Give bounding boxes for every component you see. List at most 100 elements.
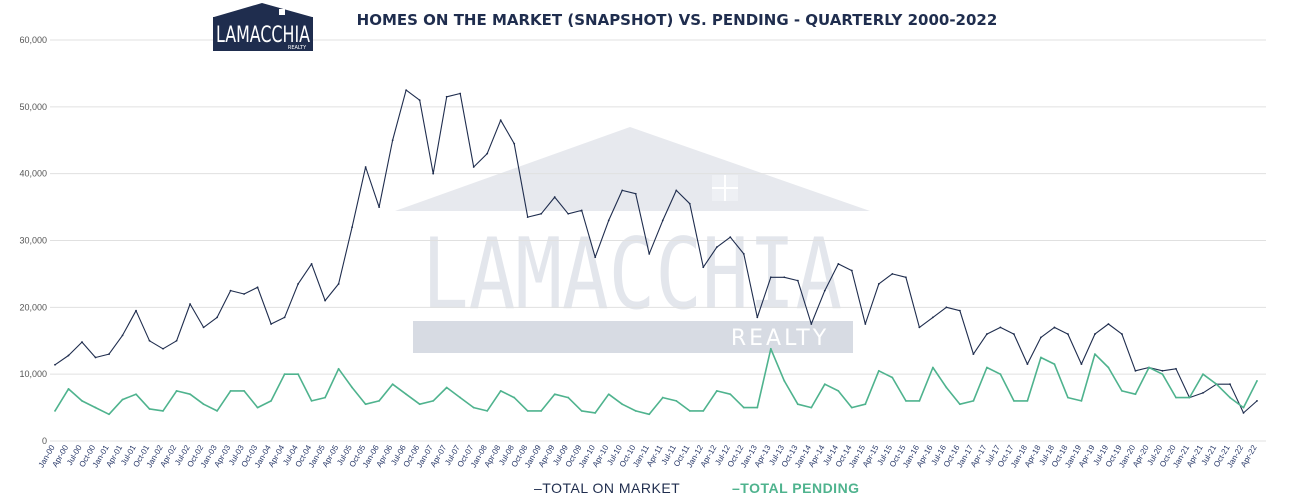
data-point xyxy=(837,389,840,392)
y-tick-label: 40,000 xyxy=(19,169,47,179)
data-point xyxy=(688,202,691,205)
data-point xyxy=(486,410,489,412)
data-point xyxy=(661,219,664,222)
data-point xyxy=(148,408,151,410)
data-point xyxy=(405,393,408,396)
watermark-realty-box xyxy=(413,321,853,353)
data-point xyxy=(499,119,502,122)
data-point xyxy=(162,410,164,412)
data-point xyxy=(1202,373,1204,376)
data-point xyxy=(121,398,124,401)
data-point xyxy=(1148,366,1150,369)
data-point xyxy=(472,406,475,409)
legend-total-on-market: –TOTAL ON MARKET xyxy=(534,480,680,496)
data-point xyxy=(580,410,583,412)
data-point xyxy=(648,252,651,255)
data-point xyxy=(1188,396,1191,399)
data-point xyxy=(756,406,759,409)
logo-text: LAMACCHIA xyxy=(216,23,310,48)
series-group xyxy=(54,89,1258,416)
data-point xyxy=(864,403,867,406)
data-point xyxy=(526,216,529,219)
data-point xyxy=(972,353,975,356)
data-point xyxy=(378,400,381,402)
data-point xyxy=(337,367,340,370)
data-point xyxy=(256,286,259,289)
data-point xyxy=(1242,412,1245,414)
data-point xyxy=(189,303,191,305)
data-point xyxy=(877,283,880,285)
data-point xyxy=(243,293,245,295)
data-point xyxy=(1040,356,1042,359)
data-point xyxy=(891,273,894,275)
data-point xyxy=(594,256,597,259)
data-point xyxy=(756,316,759,319)
data-point xyxy=(135,393,137,396)
data-point xyxy=(958,309,961,312)
data-point xyxy=(162,347,164,350)
data-point xyxy=(297,373,300,376)
data-point xyxy=(1242,406,1245,409)
legend-total-pending: –TOTAL PENDING xyxy=(732,480,860,496)
data-point xyxy=(67,387,70,390)
watermark-text: LAMACCHIA xyxy=(422,218,842,332)
data-point xyxy=(256,406,259,409)
data-point xyxy=(324,396,327,399)
data-point xyxy=(607,219,610,222)
data-point xyxy=(202,326,205,329)
data-point xyxy=(526,410,529,412)
data-point xyxy=(486,152,489,155)
data-point xyxy=(216,316,218,319)
data-point xyxy=(1121,389,1123,392)
data-point xyxy=(634,192,637,195)
data-point xyxy=(823,289,826,292)
data-point xyxy=(1134,393,1137,396)
data-point xyxy=(1080,400,1083,402)
data-point xyxy=(378,206,381,208)
data-point xyxy=(364,166,367,168)
y-axis-ticks: 0 10,000 20,000 30,000 40,000 50,000 60,000 xyxy=(19,35,47,446)
data-point xyxy=(742,406,745,409)
data-point xyxy=(769,276,772,279)
data-point xyxy=(297,283,300,285)
data-point xyxy=(94,406,97,409)
data-point xyxy=(621,189,624,192)
data-point xyxy=(108,413,110,416)
logo-subtext: REALTY xyxy=(288,45,307,51)
logo-roof xyxy=(214,3,312,17)
data-point xyxy=(405,89,408,92)
data-point xyxy=(499,389,502,392)
data-point xyxy=(864,323,867,325)
series-line-total-pending xyxy=(54,347,1258,416)
data-point xyxy=(513,396,516,399)
data-point xyxy=(850,269,853,272)
data-point xyxy=(364,403,367,406)
data-point xyxy=(796,279,799,282)
data-point xyxy=(594,412,597,414)
data-point xyxy=(418,403,421,406)
data-point xyxy=(283,316,286,319)
data-point xyxy=(270,400,272,402)
data-point xyxy=(621,403,624,406)
data-point xyxy=(121,334,124,337)
data-point xyxy=(1175,396,1177,399)
data-point xyxy=(931,366,934,369)
data-point xyxy=(310,262,313,265)
data-point xyxy=(418,99,421,102)
data-point xyxy=(918,326,921,329)
data-point xyxy=(1012,400,1015,402)
data-point xyxy=(459,396,462,399)
data-point xyxy=(661,396,664,399)
data-point xyxy=(135,309,137,312)
x-axis-ticks: Jan-00Apr-00Jul-00Oct-00Jan-01Apr-01Jul-… xyxy=(37,443,1259,469)
data-point xyxy=(850,406,853,409)
data-point xyxy=(445,386,448,389)
data-point xyxy=(837,262,840,265)
data-point xyxy=(904,400,907,402)
data-point xyxy=(175,339,178,342)
data-point xyxy=(1026,363,1029,366)
data-point xyxy=(553,393,556,396)
data-point xyxy=(702,410,705,412)
data-point xyxy=(985,366,988,369)
